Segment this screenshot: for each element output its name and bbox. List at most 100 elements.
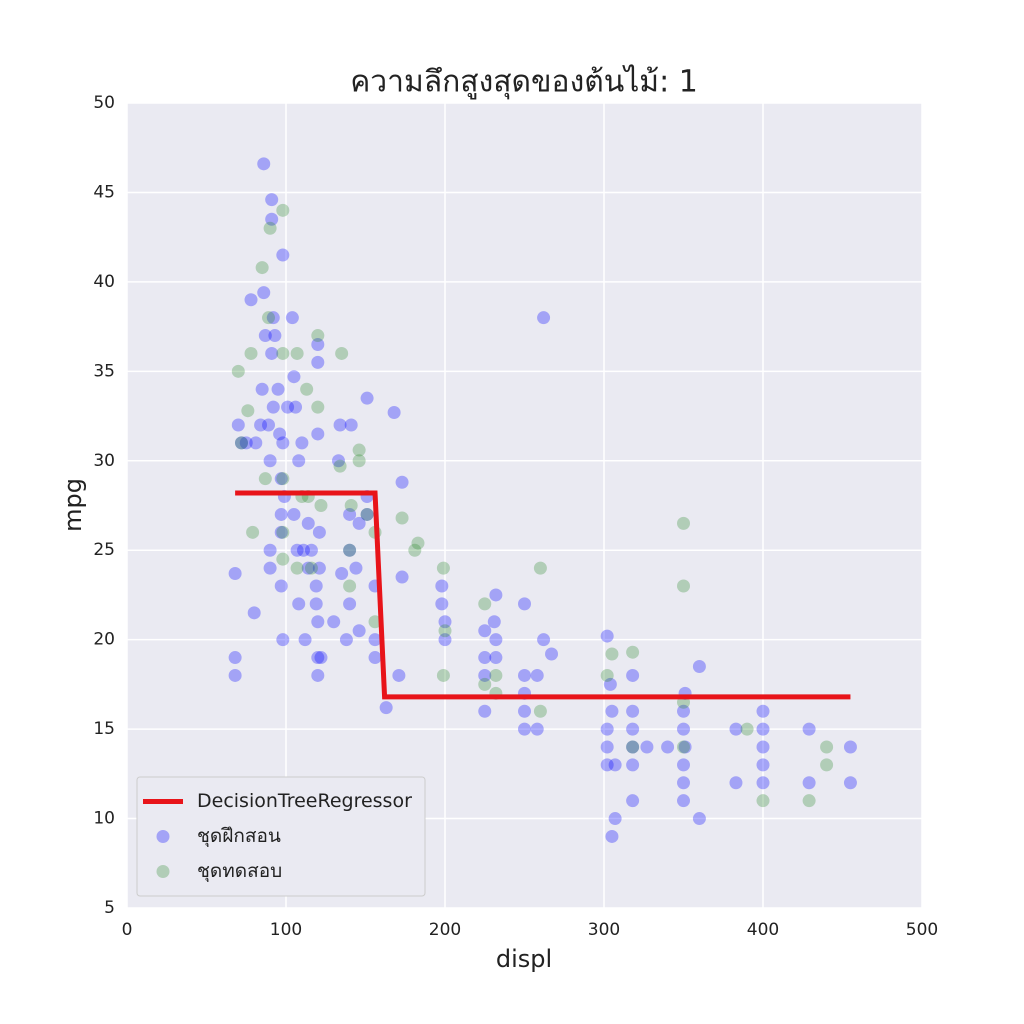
data-point (478, 704, 492, 718)
data-point (314, 651, 328, 665)
data-point (339, 633, 353, 647)
data-point (489, 588, 503, 602)
data-point (352, 454, 366, 468)
data-point (756, 722, 770, 736)
data-point (756, 758, 770, 772)
data-point (295, 436, 309, 450)
data-point (276, 248, 290, 262)
data-point (287, 507, 301, 521)
data-point (239, 436, 253, 450)
data-point (266, 311, 280, 325)
data-point (435, 579, 449, 593)
data-point (281, 400, 295, 414)
data-point (756, 740, 770, 754)
data-point (408, 543, 422, 557)
data-point (533, 704, 547, 718)
data-point (487, 615, 501, 629)
data-point (333, 459, 347, 473)
marks (228, 157, 857, 843)
data-point (263, 221, 277, 235)
data-point (274, 472, 288, 486)
data-point (300, 382, 314, 396)
data-point (343, 543, 357, 557)
y-tick-label: 5 (104, 898, 115, 918)
data-point (530, 668, 544, 682)
data-point (478, 624, 492, 638)
data-point (255, 261, 269, 275)
data-point (276, 472, 290, 486)
data-point (290, 561, 304, 575)
data-point (265, 346, 279, 360)
data-point (661, 740, 675, 754)
data-point (478, 651, 492, 665)
data-point (335, 566, 349, 580)
data-point (228, 566, 242, 580)
data-point (802, 722, 816, 736)
data-point (677, 794, 690, 808)
y-tick-label: 15 (93, 719, 115, 739)
data-point (478, 677, 492, 691)
data-point (677, 776, 690, 790)
data-point (265, 193, 279, 207)
data-point (518, 668, 531, 682)
data-point (258, 329, 272, 343)
data-point (287, 370, 301, 384)
plot-area (127, 103, 922, 908)
data-point (254, 418, 268, 432)
legend-swatch (156, 830, 170, 843)
data-point (304, 561, 318, 575)
data-point (309, 597, 323, 611)
x-tick-label: 400 (747, 920, 779, 940)
data-point (677, 516, 690, 530)
data-point (349, 561, 363, 575)
data-point (247, 606, 261, 620)
data-point (843, 740, 857, 754)
data-point (311, 427, 325, 441)
data-point (518, 722, 531, 736)
data-point (311, 615, 325, 629)
data-point (387, 405, 401, 419)
data-point (756, 794, 770, 808)
legend-label: ชุดฝึกสอน (197, 825, 281, 848)
data-point (263, 561, 277, 575)
data-point (537, 633, 551, 647)
data-point (600, 629, 614, 643)
data-point (368, 633, 382, 647)
data-point (343, 597, 357, 611)
y-tick-label: 30 (93, 451, 115, 471)
data-point (344, 499, 358, 512)
data-point (438, 615, 452, 629)
data-point (290, 346, 304, 360)
data-point (802, 776, 816, 790)
data-point (626, 704, 640, 718)
data-point (289, 400, 303, 414)
data-point (677, 704, 690, 718)
data-point (296, 543, 310, 557)
data-point (626, 794, 640, 808)
data-point (343, 543, 357, 557)
y-tick-label: 20 (93, 630, 115, 650)
data-point (600, 740, 614, 754)
data-point (677, 740, 690, 754)
data-point (258, 472, 272, 486)
data-point (276, 633, 290, 647)
data-point (843, 776, 857, 790)
data-point (276, 552, 290, 566)
data-point (379, 701, 393, 715)
legend-swatch (156, 865, 170, 878)
data-point (301, 561, 315, 575)
data-point (257, 157, 271, 171)
data-point (626, 758, 640, 772)
legend-box (136, 776, 426, 897)
data-point (360, 391, 374, 405)
y-tick-label: 50 (93, 93, 115, 113)
data-point (262, 418, 276, 432)
data-point (249, 436, 263, 450)
data-point (360, 507, 374, 521)
data-point (343, 507, 357, 521)
data-point (257, 286, 271, 300)
data-point (368, 651, 382, 665)
data-point (331, 454, 345, 468)
data-point (478, 668, 492, 682)
